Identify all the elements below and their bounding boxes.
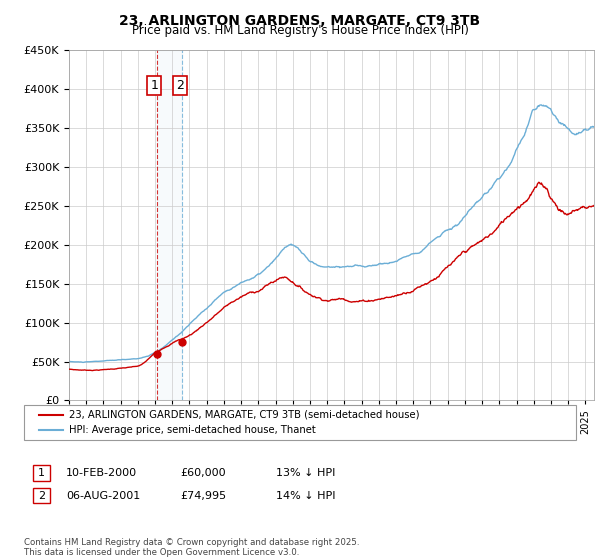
Text: £60,000: £60,000 xyxy=(180,468,226,478)
Text: Price paid vs. HM Land Registry's House Price Index (HPI): Price paid vs. HM Land Registry's House … xyxy=(131,24,469,37)
Text: 23, ARLINGTON GARDENS, MARGATE, CT9 3TB: 23, ARLINGTON GARDENS, MARGATE, CT9 3TB xyxy=(119,14,481,28)
Text: 13% ↓ HPI: 13% ↓ HPI xyxy=(276,468,335,478)
Text: 06-AUG-2001: 06-AUG-2001 xyxy=(66,491,140,501)
Bar xyxy=(157,50,182,400)
Text: 14% ↓ HPI: 14% ↓ HPI xyxy=(276,491,335,501)
Text: 2: 2 xyxy=(38,491,45,501)
Text: Contains HM Land Registry data © Crown copyright and database right 2025.
This d: Contains HM Land Registry data © Crown c… xyxy=(24,538,359,557)
Text: 23, ARLINGTON GARDENS, MARGATE, CT9 3TB (semi-detached house): 23, ARLINGTON GARDENS, MARGATE, CT9 3TB … xyxy=(69,409,419,419)
Text: 10-FEB-2000: 10-FEB-2000 xyxy=(66,468,137,478)
Text: £74,995: £74,995 xyxy=(180,491,226,501)
Text: 1: 1 xyxy=(151,79,158,92)
Text: 2: 2 xyxy=(176,79,184,92)
Text: HPI: Average price, semi-detached house, Thanet: HPI: Average price, semi-detached house,… xyxy=(69,425,316,435)
Text: 1: 1 xyxy=(38,468,45,478)
